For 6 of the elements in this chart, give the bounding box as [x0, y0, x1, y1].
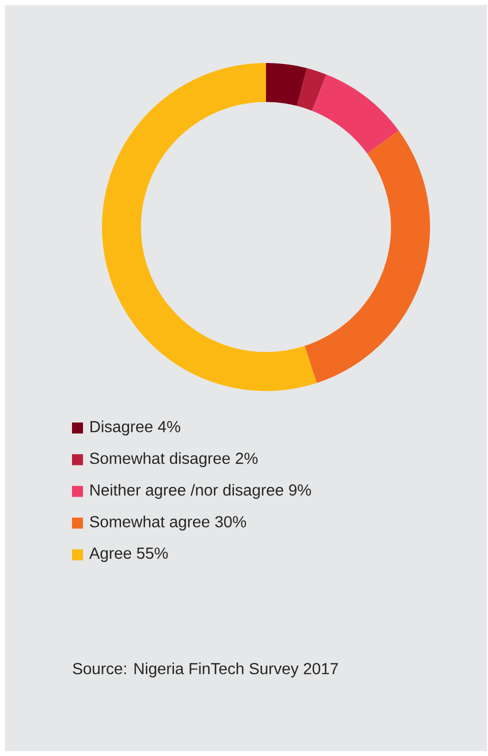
legend-label: Disagree 4%: [90, 420, 180, 436]
legend-label: Somewhat agree 30%: [90, 516, 246, 531]
legend-label: Somewhat disagree 2%: [90, 452, 258, 468]
legend-label: Neither agree /nor disagree 9%: [90, 484, 311, 499]
legend-label: Agree 55%: [89, 548, 168, 562]
source-note: Source: Nigeria FinTech Survey 2017: [72, 662, 338, 678]
